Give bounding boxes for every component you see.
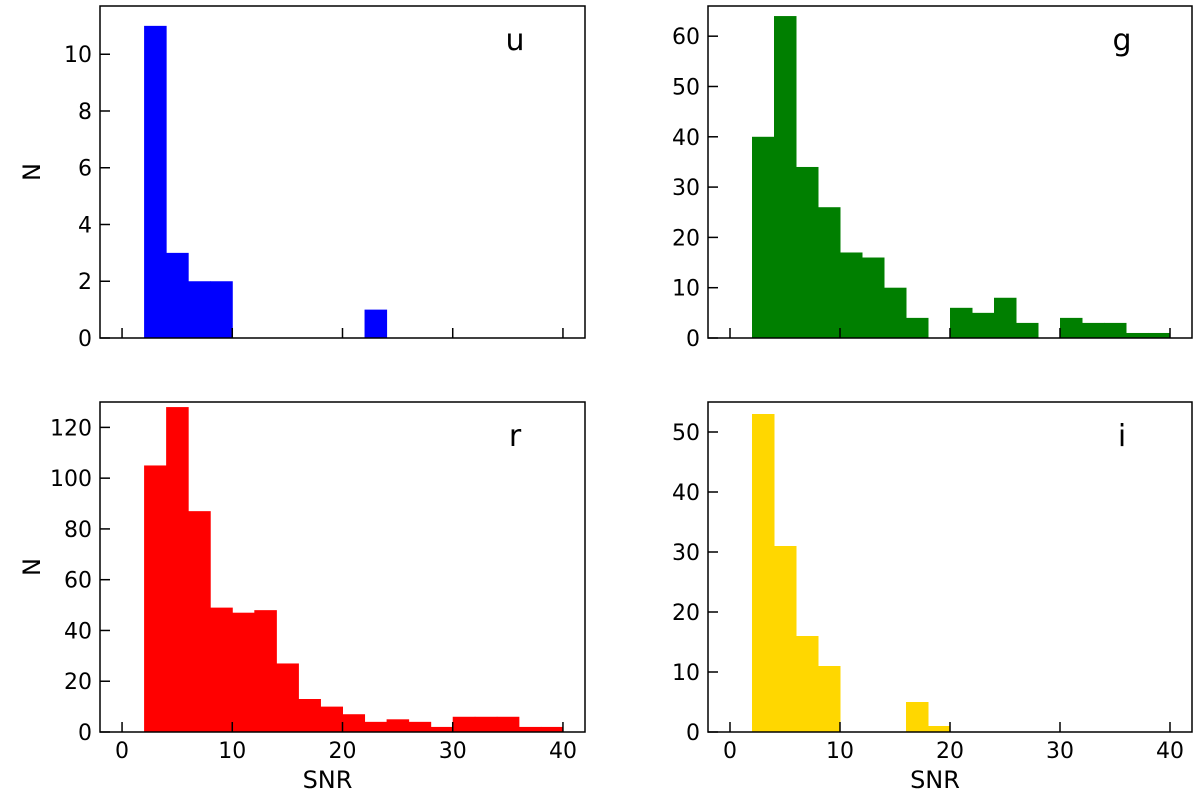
y-tick-label: 120 [50,416,92,441]
y-tick-label: 60 [672,25,700,50]
bar-r-13 [430,726,454,732]
y-tick-label: 10 [672,277,700,302]
y-axis-label: N [18,163,46,181]
bar-i-3 [818,666,841,732]
bar-r-10 [364,721,388,732]
bar-r-12 [408,721,432,732]
y-tick-label: 8 [78,100,92,125]
y-tick-label: 100 [50,467,92,492]
y-tick-label: 0 [78,721,92,746]
bar-r-18 [540,726,564,732]
bar-g-11 [1016,322,1039,338]
bar-r-14 [452,716,476,732]
x-tick-label: 20 [936,739,964,764]
bar-g-13 [1082,322,1105,338]
bar-g-9 [972,312,995,338]
panel-u: 0 2 4 6 8 10 u N [18,5,586,352]
panel-label: u [505,23,524,58]
y-tick-label: 10 [672,661,700,686]
bar-g-12 [1060,317,1083,338]
y-tick-label: 50 [672,421,700,446]
y-tick-label: 2 [78,270,92,295]
panel-label: g [1112,23,1131,58]
panel-i: 0 10 20 30 40 0 10 20 30 40 50 i SNR [672,401,1193,794]
bar-u-0 [144,25,167,338]
panel-label: i [1118,419,1126,454]
y-tick-label: 0 [686,327,700,352]
y-tick-label: 0 [78,327,92,352]
x-tick-label: 0 [723,739,737,764]
bar-g-15 [1126,332,1149,338]
y-tick-label: 50 [672,75,700,100]
bar-g-8 [950,307,973,338]
bar-r-3 [210,607,233,732]
bar-r-16 [496,716,520,732]
y-tick-label: 40 [672,481,700,506]
y-tick-label: 40 [672,126,700,151]
bar-g-3 [818,207,841,338]
x-tick-label: 40 [1156,739,1184,764]
bar-r-4 [232,612,255,732]
x-axis-label: SNR [910,766,960,794]
x-tick-label: 30 [439,739,467,764]
y-tick-label: 60 [64,569,92,594]
bar-i-1 [774,546,797,732]
bar-g-6 [884,287,907,338]
bar-g-0 [752,136,775,338]
bar-r-8 [320,706,343,732]
bar-u-2 [188,281,211,338]
panel-label: r [509,419,522,454]
y-tick-label: 20 [672,226,700,251]
y-tick-label: 0 [686,721,700,746]
bar-g-5 [862,257,885,338]
bar-r-11 [386,719,410,732]
bar-g-4 [840,252,863,338]
panel-r: 0 10 20 30 40 0 20 40 60 80 100 120 r N SNR [18,401,586,794]
x-tick-label: 20 [329,739,357,764]
y-tick-label: 30 [672,176,700,201]
y-tick-label: 40 [64,619,92,644]
y-tick-label: 6 [78,157,92,182]
bar-r-15 [474,716,498,732]
panel-g: 0 10 20 30 40 50 60 g [672,5,1193,352]
bar-g-7 [906,317,929,338]
bar-g-10 [994,297,1017,338]
bar-i-0 [752,414,775,732]
x-tick-label: 10 [826,739,854,764]
x-tick-label: 30 [1046,739,1074,764]
x-tick-label: 40 [549,739,577,764]
bar-u-1 [166,252,189,338]
y-tick-label: 20 [64,670,92,695]
y-tick-label: 80 [64,518,92,543]
bar-g-16 [1148,332,1171,338]
bar-r-17 [518,726,542,732]
x-tick-label: 0 [115,739,129,764]
bar-g-2 [796,166,819,338]
y-tick-label: 4 [78,213,92,238]
x-tick-label: 10 [218,739,246,764]
bar-r-1 [166,407,189,732]
y-tick-label: 20 [672,601,700,626]
bar-g-1 [774,16,797,338]
y-tick-label: 30 [672,541,700,566]
bar-i-4 [906,702,929,732]
y-tick-label: 10 [64,43,92,68]
bar-r-6 [276,663,299,732]
bar-r-7 [298,699,321,732]
bar-r-5 [254,610,277,732]
x-axis-label: SNR [303,766,353,794]
bar-r-2 [188,511,211,732]
bar-u-4 [364,309,388,338]
bar-g-14 [1104,322,1127,338]
bar-i-2 [796,636,819,732]
bar-i-5 [928,726,951,732]
bar-r-0 [144,465,167,732]
y-axis-label: N [18,558,46,576]
bar-u-3 [210,281,233,338]
bar-r-9 [342,714,366,732]
